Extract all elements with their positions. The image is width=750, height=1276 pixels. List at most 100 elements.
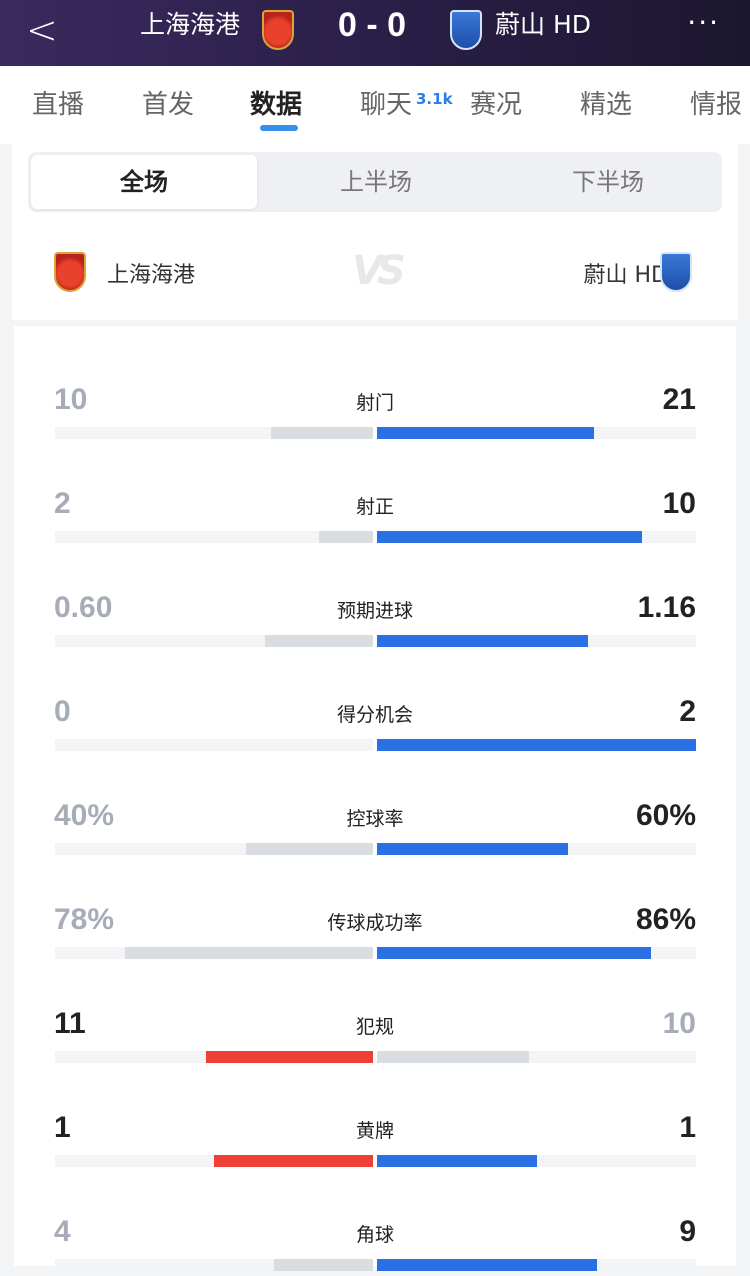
home-bar [264,635,373,647]
away-team-crest [660,252,692,292]
away-bar [377,635,588,647]
away-bar-track [377,531,696,543]
away-value: 86% [635,903,696,936]
home-bar-track [55,635,373,647]
home-bar [245,843,373,855]
away-team-name: 蔚山 HD [495,10,591,39]
away-value: 2 [679,695,696,728]
away-value: 21 [662,383,696,416]
home-value: 10 [54,383,88,416]
tab-label: 直播 [32,90,85,120]
tab-3[interactable]: 聊天 3.1k [360,88,453,122]
away-bar-track [377,1155,696,1167]
away-value: 9 [679,1215,696,1248]
away-bar [377,1051,529,1063]
period-tab-1[interactable]: 上半场 [340,168,412,196]
tab-2[interactable]: 数据 [250,88,302,122]
stat-label: 射门 [355,392,394,414]
tab-4[interactable]: 赛况 [470,88,522,122]
stat-label: 控球率 [346,808,404,830]
home-value: 0 [54,695,71,728]
tab-1[interactable]: 首发 [142,88,194,122]
away-team-crest [450,10,482,50]
stat-row: 78% 传球成功率 86% [14,860,736,964]
home-bar [206,1051,373,1063]
away-bar [377,1259,598,1271]
away-bar-track [377,947,696,959]
chat-count-badge: 3.1k [416,90,453,108]
home-value: 1 [54,1111,71,1144]
away-bar-track [377,843,696,855]
tab-0[interactable]: 直播 [32,88,84,122]
home-bar-track [55,427,373,439]
away-bar [377,531,642,543]
tab-label: 首发 [142,90,195,120]
stat-row: 0.60 预期进球 1.16 [14,548,736,652]
home-bar [274,1259,373,1271]
home-team-crest [262,10,294,50]
away-bar-track [377,427,696,439]
home-value: 78% [54,903,115,936]
stat-row: 40% 控球率 60% [14,756,736,860]
stat-row: 0 得分机会 2 [14,652,736,756]
match-header: < 上海海港 0 - 0 蔚山 HD ··· [0,0,750,66]
stat-label: 角球 [355,1224,394,1246]
home-bar [271,427,373,439]
stat-row: 4 角球 9 [14,1172,736,1276]
tab-label: 赛况 [470,90,523,120]
away-value: 1 [679,1111,696,1144]
away-bar [377,947,652,959]
vs-logo: VS [352,248,406,294]
home-bar-track [55,947,373,959]
tab-5[interactable]: 精选 [580,88,632,122]
away-value: 1.16 [637,591,696,624]
away-bar [377,843,569,855]
score: 0 - 0 [338,6,407,44]
period-tab-2[interactable]: 下半场 [572,168,644,196]
away-value: 60% [635,799,696,832]
tab-6[interactable]: 情报 [690,88,742,122]
away-value: 10 [662,487,696,520]
tab-label: 聊天 [360,90,413,120]
home-bar-track [55,1051,373,1063]
home-team-crest [54,252,86,292]
period-tab-0[interactable]: 全场 [31,155,257,209]
stat-row: 11 犯规 10 [14,964,736,1068]
away-value: 10 [662,1007,696,1040]
home-bar [124,947,373,959]
more-icon[interactable]: ··· [687,6,720,39]
active-tab-indicator [260,125,298,131]
stat-row: 10 射门 21 [14,340,736,444]
stat-label: 射正 [355,496,394,518]
away-bar [377,1155,537,1167]
stat-label: 预期进球 [336,600,413,622]
back-button[interactable]: < [26,8,58,52]
tab-label: 精选 [580,90,633,120]
home-value: 40% [54,799,115,832]
away-bar-track [377,635,696,647]
home-bar [214,1155,373,1167]
period-selector: 全场 上半场 下半场 [28,152,722,212]
stat-row: 1 黄牌 1 [14,1068,736,1172]
tab-label: 情报 [690,90,743,120]
home-value: 11 [54,1007,86,1040]
stat-label: 得分机会 [336,704,413,726]
home-value: 2 [54,487,71,520]
home-value: 0.60 [54,591,113,624]
away-team-name: 蔚山 HD [583,263,668,288]
away-bar-track [377,1259,696,1271]
stat-row: 2 射正 10 [14,444,736,548]
away-bar-track [377,1051,696,1063]
home-value: 4 [54,1215,71,1248]
stats-list: 10 射门 21 2 射正 10 0.60 预期进球 1.16 0 得分机会 2… [14,326,736,1271]
away-bar [377,427,594,439]
home-team-name: 上海海港 [140,10,241,39]
home-team-name: 上海海港 [107,263,196,288]
tab-bar: 直播 首发 数据 聊天 3.1k 赛况 精选 情报 [0,66,750,144]
stat-label: 黄牌 [355,1120,394,1142]
home-bar-track [55,843,373,855]
tab-label: 数据 [250,90,303,120]
stat-label: 传球成功率 [327,912,423,934]
home-bar-track [55,739,373,751]
team-card: 全场 上半场 下半场 上海海港 VS 蔚山 HD [12,144,738,320]
